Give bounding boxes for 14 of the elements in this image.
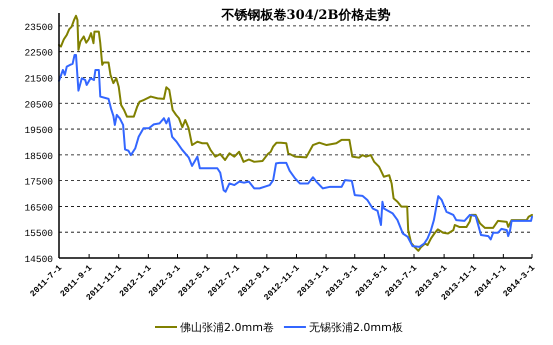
y-tick-label: 21500 xyxy=(24,73,54,84)
chart-title: 不锈钢板卷304/2B价格走势 xyxy=(220,7,390,23)
y-tick-label: 15500 xyxy=(24,228,54,240)
y-tick-label: 18500 xyxy=(24,150,54,162)
y-tick-label: 22500 xyxy=(24,48,54,59)
y-tick-label: 14500 xyxy=(24,254,54,265)
y-tick-label: 16500 xyxy=(24,202,54,214)
line-series xyxy=(58,54,533,248)
y-tick-label: 17500 xyxy=(24,176,54,188)
y-tick-label: 19500 xyxy=(24,125,54,136)
y-tick-label: 20500 xyxy=(24,99,54,110)
legend-label: 佛山张浦2.0mm卷 xyxy=(180,321,274,334)
legend-label: 无锡张浦2.0mm板 xyxy=(308,321,403,334)
y-tick-label: 23500 xyxy=(24,22,54,33)
